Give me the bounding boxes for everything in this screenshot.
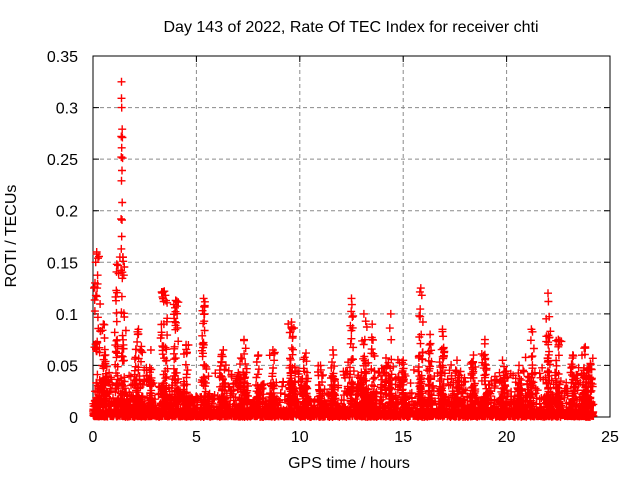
chart-title: Day 143 of 2022, Rate Of TEC Index for r… xyxy=(164,19,539,36)
x-tick-label: 0 xyxy=(89,429,98,446)
data-points xyxy=(89,77,598,421)
x-tick-label: 15 xyxy=(394,429,412,446)
x-tick-label: 25 xyxy=(601,429,619,446)
y-tick-label: 0.15 xyxy=(47,255,78,272)
y-tick-label: 0.2 xyxy=(56,204,78,221)
x-axis-title: GPS time / hours xyxy=(288,455,410,472)
x-tick-label: 20 xyxy=(498,429,516,446)
tick-labels: 0 0.05 0.1 0.15 0.2 0.25 0.3 0.35 0 5 10 15 20 25 xyxy=(47,49,619,446)
y-tick-label: 0 xyxy=(69,410,78,427)
y-tick-label: 0.3 xyxy=(56,101,78,118)
x-tick-label: 5 xyxy=(192,429,201,446)
y-tick-label: 0.25 xyxy=(47,152,78,169)
y-tick-label: 0.35 xyxy=(47,49,78,66)
y-axis-title: ROTI / TECUs xyxy=(3,185,20,288)
y-tick-label: 0.1 xyxy=(56,307,78,324)
y-tick-label: 0.05 xyxy=(47,358,78,375)
x-tick-label: 10 xyxy=(291,429,309,446)
